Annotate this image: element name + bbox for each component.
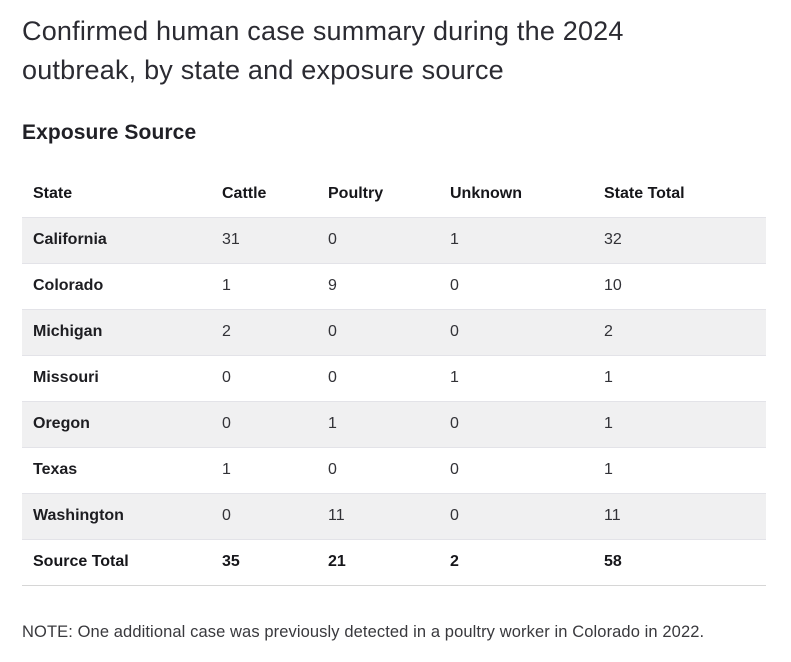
value-cell: 10: [604, 277, 622, 294]
value-cell: 0: [222, 369, 231, 386]
value-cell: 0: [222, 507, 231, 524]
value-cell: 0: [450, 507, 459, 524]
value-cell: 1: [604, 369, 613, 386]
value-cell: 1: [222, 461, 231, 478]
table-row: Michigan 2 0 0 2: [22, 309, 766, 355]
value-cell: 35: [222, 553, 240, 570]
state-cell: Colorado: [33, 277, 104, 294]
value-cell: 1: [450, 231, 459, 248]
column-header: Poultry: [328, 184, 384, 202]
value-cell: 0: [328, 461, 337, 478]
value-cell: 0: [328, 323, 337, 340]
column-header: Cattle: [222, 184, 267, 202]
state-cell: Washington: [33, 507, 124, 524]
table-row: Colorado 1 9 0 10: [22, 263, 766, 309]
state-cell: Michigan: [33, 323, 103, 340]
value-cell: 0: [450, 277, 459, 294]
state-cell: California: [33, 231, 107, 248]
value-cell: 0: [328, 369, 337, 386]
column-header: Unknown: [450, 184, 522, 202]
state-cell: Texas: [33, 461, 78, 478]
total-label-cell: Source Total: [33, 553, 129, 570]
table-row: Oregon 0 1 0 1: [22, 401, 766, 447]
table-body: California 31 0 1 32 Colorado 1 9 0 10 Michigan 2 0 0…: [22, 217, 766, 585]
total-row: Source Total 35 21 2 58: [22, 539, 766, 585]
footnote: NOTE: One additional case was previously…: [22, 622, 705, 641]
value-cell: 0: [328, 231, 337, 248]
value-cell: 21: [328, 553, 346, 570]
section-heading-exposure-source: Exposure Source: [22, 121, 197, 144]
value-cell: 1: [604, 461, 613, 478]
column-header: State Total: [604, 184, 685, 202]
value-cell: 1: [450, 369, 459, 386]
column-header: State: [33, 184, 73, 202]
value-cell: 9: [328, 277, 337, 294]
value-cell: 2: [222, 323, 231, 340]
value-cell: 58: [604, 553, 622, 570]
table-row: California 31 0 1 32: [22, 217, 766, 263]
table-row: Texas 1 0 0 1: [22, 447, 766, 493]
value-cell: 1: [328, 415, 337, 432]
table-row: Missouri 0 0 1 1: [22, 355, 766, 401]
table-header-row: State Cattle Poultry Unknown State Total: [22, 171, 766, 217]
exposure-source-table: State Cattle Poultry Unknown State Total Cal…: [22, 171, 766, 586]
value-cell: 1: [604, 415, 613, 432]
value-cell: 2: [604, 323, 613, 340]
value-cell: 11: [328, 507, 345, 524]
value-cell: 0: [450, 461, 459, 478]
value-cell: 0: [450, 323, 459, 340]
table-row: Washington 0 11 0 11: [22, 493, 766, 539]
value-cell: 2: [450, 553, 459, 570]
state-cell: Missouri: [33, 369, 99, 386]
value-cell: 32: [604, 231, 622, 248]
value-cell: 11: [604, 507, 621, 524]
page-title: Confirmed human case summary during the …: [22, 16, 624, 85]
value-cell: 0: [222, 415, 231, 432]
value-cell: 31: [222, 231, 240, 248]
value-cell: 1: [222, 277, 231, 294]
table-head: State Cattle Poultry Unknown State Total: [22, 171, 766, 217]
state-cell: Oregon: [33, 415, 90, 432]
value-cell: 0: [450, 415, 459, 432]
